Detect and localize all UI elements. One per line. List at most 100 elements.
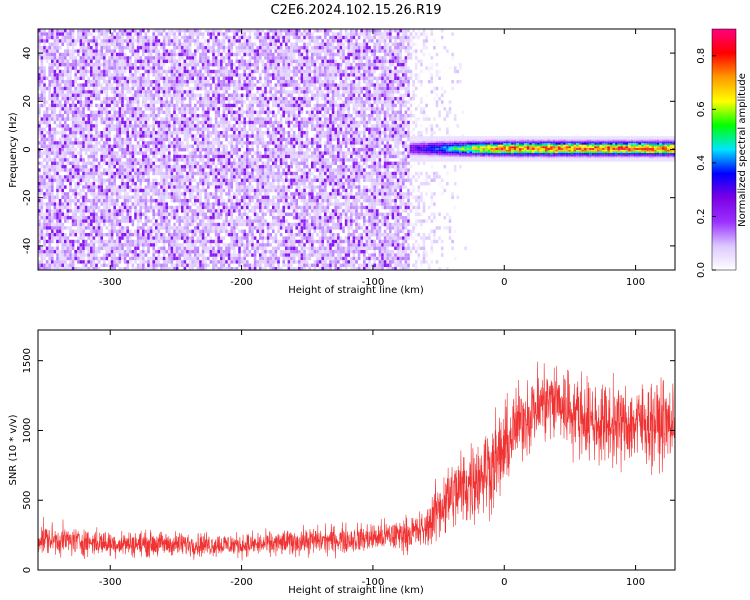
heatmap-cell [207,205,210,210]
heatmap-cell [191,260,194,264]
heatmap-cell [160,239,163,244]
heatmap-cell [240,56,244,60]
heatmap-cell [43,222,46,227]
heatmap-cell [217,161,220,165]
heatmap-cell [222,93,226,97]
heatmap-cell [53,69,57,74]
heatmap-cell [38,222,41,227]
heatmap-cell [64,66,67,70]
heatmap-cell [38,52,41,57]
heatmap-cell [222,182,226,186]
heatmap-cell [74,134,77,138]
heatmap-cell [207,233,210,237]
heatmap-cell [108,205,111,210]
heatmap-cell [191,110,194,114]
heatmap-cell [87,243,90,247]
heatmap-cell [51,151,54,155]
heatmap-cell [56,188,59,193]
heatmap-cell [79,236,83,240]
heatmap-cell [61,80,64,84]
heatmap-cell [74,93,77,97]
heatmap-cell [243,209,246,213]
heatmap-cell [230,114,233,118]
heatmap-cell [183,263,187,267]
heatmap-cell [248,243,252,247]
heatmap-cell [84,144,88,148]
heatmap-cell [152,35,155,40]
heatmap-cell [139,209,142,213]
heatmap-cell [165,267,168,270]
heatmap-cell [126,202,129,206]
heatmap-cell [175,216,179,220]
heatmap-cell [248,83,252,87]
heatmap-cell [48,192,51,196]
heatmap-cell [110,56,114,60]
heatmap-cell [108,178,111,182]
heatmap-cell [147,83,150,87]
heatmap-cell [126,250,129,254]
heatmap-cell [100,76,103,80]
heatmap-cell [222,46,226,50]
heatmap-cell [38,83,41,87]
heatmap-cell [108,29,111,33]
heatmap-cell [227,267,231,270]
heatmap-cell [84,32,88,36]
heatmap-cell [131,151,135,155]
heatmap-cell [204,80,207,84]
heatmap-cell [126,144,129,148]
heatmap-cell [248,69,252,74]
heatmap-cell [235,141,239,145]
heatmap-cell [196,236,200,240]
heatmap-cell [214,124,218,128]
heatmap-cell [71,222,75,227]
heatmap-cell [212,42,215,46]
heatmap-cell [108,137,111,142]
heatmap-cell [168,195,171,199]
heatmap-cell [220,250,223,254]
heatmap-cell [82,263,85,267]
heatmap-cell [227,97,231,101]
heatmap-cell [155,168,158,172]
heatmap-cell [170,158,174,162]
heatmap-cell [207,158,210,162]
heatmap-cell [126,110,129,114]
heatmap-cell [240,171,244,176]
heatmap-cell [142,29,145,33]
heatmap-cell [220,253,223,257]
heatmap-cell [105,185,109,189]
heatmap-cell [53,250,57,254]
heatmap-cell [66,107,70,111]
heatmap-cell [82,86,85,91]
heatmap-cell [214,86,218,91]
heatmap-cell [168,120,171,125]
heatmap-cell [121,69,124,74]
heatmap-cell [204,49,207,53]
heatmap-cell [246,202,249,206]
heatmap-cell [199,192,202,196]
heatmap-cell [105,137,109,142]
heatmap-cell [38,209,41,213]
heatmap-cell [188,52,192,57]
heatmap-cell [175,219,179,223]
heatmap-cell [116,161,119,165]
heatmap-cell [126,243,129,247]
heatmap-cell [105,212,109,216]
heatmap-cell [181,42,184,46]
heatmap-cell [173,42,176,46]
heatmap-cell [162,212,166,216]
heatmap-cell [199,131,202,135]
heatmap-cell [121,161,124,165]
heatmap-cell [196,120,200,125]
heatmap-cell [188,219,192,223]
heatmap-cell [97,35,101,40]
heatmap-cell [56,103,59,108]
heatmap-cell [248,63,252,67]
heatmap-cell [105,107,109,111]
heatmap-cell [48,151,51,155]
heatmap-cell [207,80,210,84]
heatmap-cell [162,161,166,165]
heatmap-cell [188,236,192,240]
heatmap-cell [84,97,88,101]
heatmap-cell [126,175,129,179]
heatmap-cell [79,114,83,118]
